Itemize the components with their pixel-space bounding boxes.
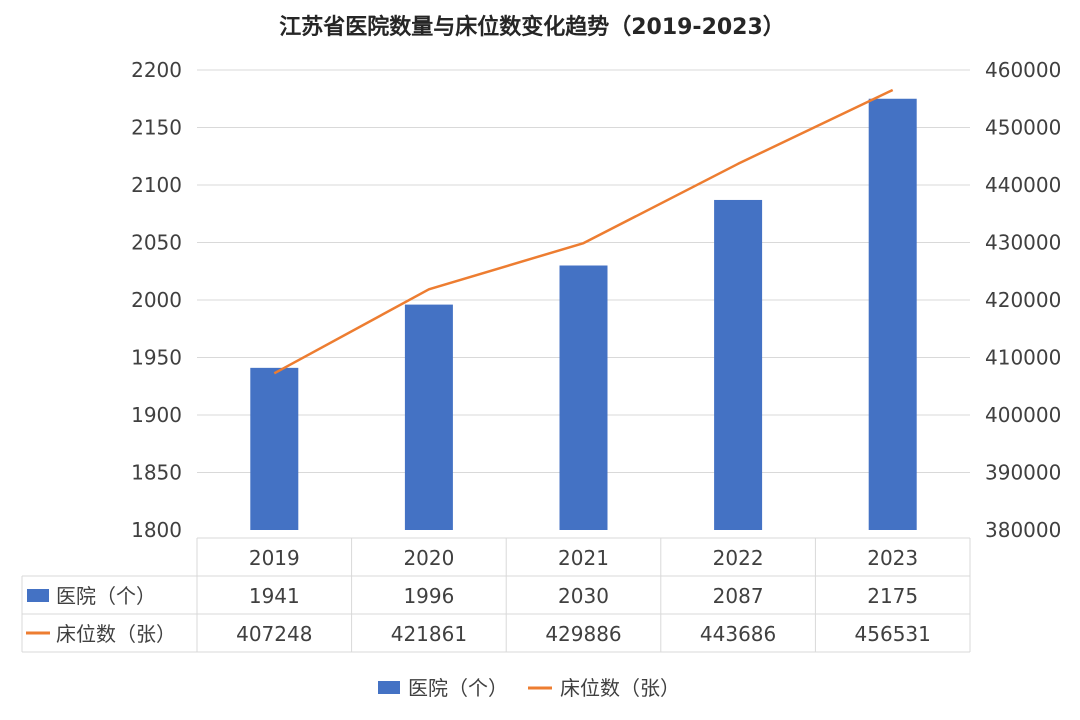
legend-key-bar bbox=[27, 589, 49, 602]
right-axis-tick-label: 450000 bbox=[985, 116, 1061, 140]
right-axis: 380000 390000 400000 410000 420000 430000 4400… bbox=[985, 58, 1061, 542]
left-axis-tick-label: 2200 bbox=[131, 58, 182, 82]
left-axis-tick-label: 2150 bbox=[131, 116, 182, 140]
left-axis-tick-label: 1900 bbox=[131, 403, 182, 427]
table-cell-value: 456531 bbox=[855, 622, 931, 646]
left-axis: 1800 1850 1900 1950 2000 2050 2100 2150 2200 bbox=[131, 58, 182, 542]
chart-title: 江苏省医院数量与床位数变化趋势（2019-2023） bbox=[279, 14, 785, 40]
right-axis-tick-label: 420000 bbox=[985, 288, 1061, 312]
bar-series bbox=[250, 98, 917, 530]
right-axis-tick-label: 430000 bbox=[985, 231, 1061, 255]
table-cell-value: 2030 bbox=[558, 584, 609, 608]
table-row-label: 床位数（张） bbox=[56, 622, 176, 646]
left-axis-tick-label: 2000 bbox=[131, 288, 182, 312]
table-cell-value: 443686 bbox=[700, 622, 776, 646]
right-axis-tick-label: 460000 bbox=[985, 58, 1061, 82]
left-axis-tick-label: 1850 bbox=[131, 461, 182, 485]
legend-key-bar bbox=[378, 681, 400, 694]
left-axis-tick-label: 2100 bbox=[131, 173, 182, 197]
right-axis-tick-label: 440000 bbox=[985, 173, 1061, 197]
table-header-category: 2021 bbox=[558, 546, 609, 570]
left-axis-tick-label: 1800 bbox=[131, 518, 182, 542]
table-row-label: 医院（个） bbox=[56, 584, 156, 608]
left-axis-tick-label: 2050 bbox=[131, 231, 182, 255]
bar bbox=[404, 304, 453, 530]
table-header-category: 2023 bbox=[867, 546, 918, 570]
right-axis-tick-label: 380000 bbox=[985, 518, 1061, 542]
table-header-category: 2019 bbox=[249, 546, 300, 570]
table-header-category: 2022 bbox=[713, 546, 764, 570]
right-axis-tick-label: 390000 bbox=[985, 461, 1061, 485]
right-axis-tick-label: 400000 bbox=[985, 403, 1061, 427]
legend-label: 床位数（张） bbox=[560, 676, 680, 700]
table-cell-value: 1941 bbox=[249, 584, 300, 608]
table-cell-value: 2087 bbox=[713, 584, 764, 608]
right-axis-tick-label: 410000 bbox=[985, 346, 1061, 370]
line-series bbox=[273, 88, 894, 375]
left-axis-tick-label: 1950 bbox=[131, 346, 182, 370]
table-cell-value: 407248 bbox=[236, 622, 312, 646]
bar bbox=[250, 367, 299, 530]
data-table: 2019 2020 2021 2022 2023 医院（个） 床位数（张） 1941 1996 2… bbox=[21, 537, 971, 653]
line-path bbox=[273, 88, 894, 375]
legend-label: 医院（个） bbox=[408, 676, 508, 700]
table-header-category: 2020 bbox=[403, 546, 454, 570]
table-cell-value: 1996 bbox=[403, 584, 454, 608]
table-cell-value: 429886 bbox=[545, 622, 621, 646]
table-cell-value: 2175 bbox=[867, 584, 918, 608]
table-cell-value: 421861 bbox=[391, 622, 467, 646]
legend: 医院（个） 床位数（张） bbox=[378, 676, 680, 700]
bar bbox=[714, 199, 763, 530]
bar bbox=[868, 98, 917, 530]
bar bbox=[559, 265, 608, 530]
